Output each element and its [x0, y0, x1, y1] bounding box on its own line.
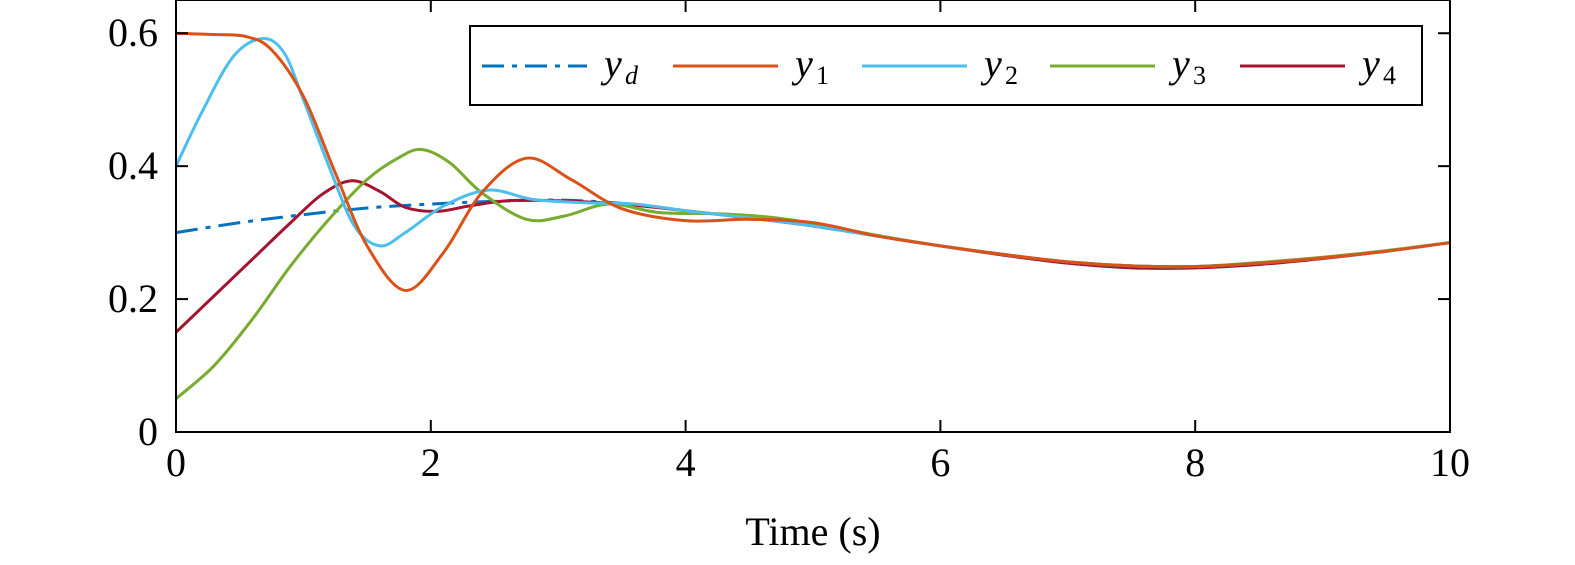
y-tick-label: 0 — [138, 409, 158, 454]
x-tick-label: 4 — [676, 440, 696, 485]
legend-label-subscript: 4 — [1383, 61, 1396, 90]
legend-label-symbol: y — [980, 41, 1002, 86]
x-tick-label: 10 — [1430, 440, 1470, 485]
plot-frame — [175, 0, 1451, 433]
y-tick-label: 0.6 — [108, 10, 158, 55]
x-tick-label: 8 — [1185, 440, 1205, 485]
series-line-y4 — [174, 179, 1451, 334]
series-layer — [174, 31, 1451, 400]
legend-label-subscript: 3 — [1193, 61, 1206, 90]
x-axis-title: Time (s) — [745, 509, 880, 554]
series-line-y1 — [175, 31, 1451, 292]
legend-label-symbol: y — [600, 41, 622, 86]
x-tick-label: 6 — [930, 440, 950, 485]
tick-layer: 0 2 4 6 8 10 0 0.2 0.4 0.6 — [108, 0, 1470, 485]
y-tick-label: 0.2 — [108, 276, 158, 321]
y-tick-label: 0.4 — [108, 143, 158, 188]
legend-label-subscript: 1 — [816, 61, 829, 90]
x-tick-label: 2 — [421, 440, 441, 485]
legend-label-symbol: y — [791, 41, 813, 86]
legend-label-subscript: 2 — [1005, 61, 1018, 90]
legend-label-subscript: d — [625, 61, 639, 90]
series-line-yd — [175, 198, 1451, 269]
x-tick-label: 0 — [166, 440, 186, 485]
series-line-y3 — [175, 147, 1451, 400]
legend-label-symbol: y — [1358, 41, 1380, 86]
legend-label-symbol: y — [1168, 41, 1190, 86]
